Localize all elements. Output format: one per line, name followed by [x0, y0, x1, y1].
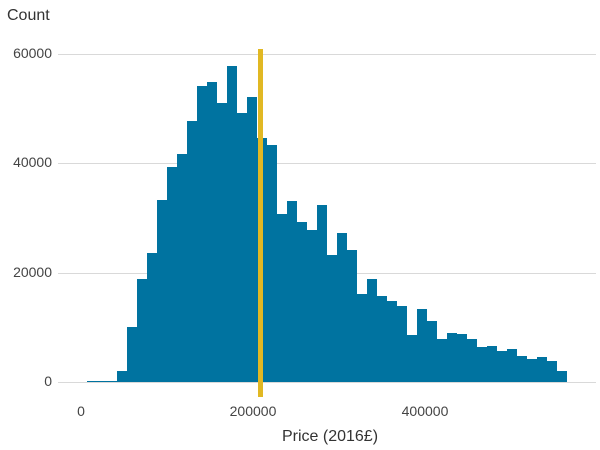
histogram-bar [87, 380, 98, 382]
histogram-bar [467, 338, 478, 382]
histogram-bar [377, 296, 388, 382]
y-tick-0: 0 [44, 373, 52, 389]
histogram-bar [137, 278, 148, 382]
gridline-0 [58, 382, 596, 383]
histogram-bar [547, 361, 558, 382]
histogram-bar [437, 338, 448, 382]
histogram-bar [327, 255, 338, 382]
histogram-bar [387, 301, 398, 382]
histogram-bar [367, 279, 378, 382]
histogram-bar [307, 230, 318, 382]
histogram-bar [497, 350, 508, 382]
gridline-40000 [58, 163, 596, 164]
x-axis-title: Price (2016£) [281, 428, 379, 445]
histogram-bar [477, 347, 488, 382]
histogram-bar [527, 359, 538, 382]
histogram-bar [287, 201, 298, 382]
histogram-bar [157, 199, 168, 382]
histogram-bar [507, 349, 518, 382]
histogram-bar [517, 355, 528, 382]
histogram-bar [107, 380, 118, 382]
histogram-bar [177, 154, 188, 382]
histogram-bar [297, 221, 308, 382]
histogram-bar [117, 371, 128, 382]
histogram-bar [197, 86, 208, 382]
histogram-bar [227, 66, 238, 382]
y-axis-title: Count [7, 7, 50, 24]
x-tick-400000: 400000 [401, 403, 449, 419]
histogram-bar [487, 345, 498, 382]
histogram-bar [457, 333, 468, 382]
histogram-bar [267, 145, 278, 382]
histogram-bar [127, 326, 138, 382]
histogram-bar [167, 166, 178, 382]
histogram-bar [187, 121, 198, 382]
histogram-bar [147, 252, 158, 382]
y-tick-60000: 60000 [13, 45, 52, 61]
histogram-bar [277, 214, 288, 382]
histogram-bar [537, 356, 548, 382]
histogram-bar [347, 250, 358, 382]
histogram-bar [237, 113, 248, 382]
histogram-bar [337, 232, 348, 382]
histogram-bar [397, 306, 408, 382]
histogram-bar [217, 103, 228, 382]
y-tick-20000: 20000 [13, 264, 52, 280]
histogram-bar [317, 204, 328, 382]
x-tick-0: 0 [77, 403, 85, 419]
histogram-bar [357, 293, 368, 382]
x-tick-200000: 200000 [229, 403, 277, 419]
histogram-bar [97, 380, 108, 382]
histogram-bar [557, 371, 568, 382]
reference-line [257, 49, 263, 397]
y-tick-40000: 40000 [13, 154, 52, 170]
histogram-bar [417, 308, 428, 382]
histogram-bar [207, 81, 218, 382]
gridline-60000 [58, 54, 596, 55]
histogram-bar [427, 320, 438, 382]
histogram-bar [407, 334, 418, 382]
histogram-bar [247, 97, 258, 382]
histogram-bar [447, 332, 458, 382]
